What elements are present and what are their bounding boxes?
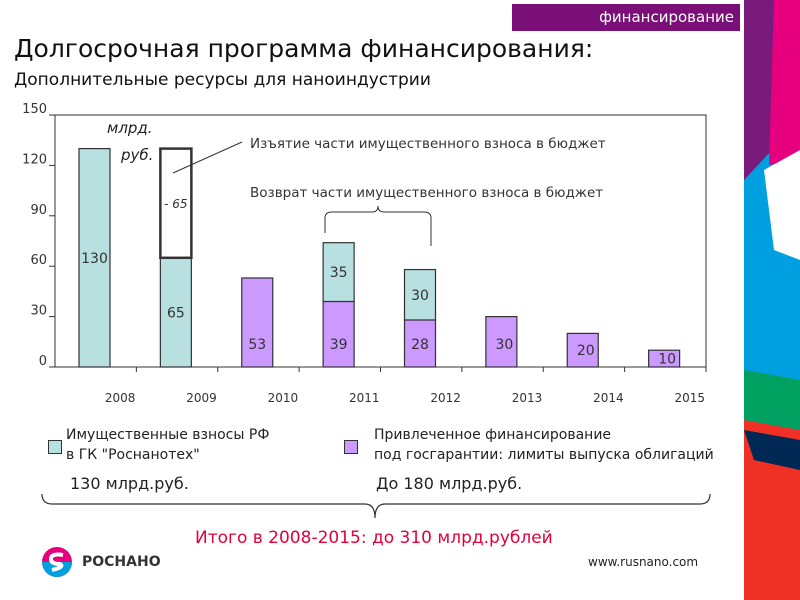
legend-swatch-bonds (344, 440, 358, 454)
data-label: 10 (658, 352, 676, 368)
bar-2008-series-1 (78, 147, 111, 368)
data-label: 30 (411, 288, 429, 304)
annotation-pointer (172, 141, 243, 174)
x-tick-label: 2011 (349, 391, 380, 405)
x-tick-label: 2010 (268, 391, 299, 405)
bar-2011-series-0 (322, 300, 355, 368)
page-subtitle: Дополнительные ресурсы для наноиндустрии (14, 70, 431, 90)
data-label: 35 (330, 265, 348, 281)
section-tag: финансирование (512, 4, 740, 31)
data-label: 39 (330, 337, 348, 353)
amount-contributions: 130 млрд.руб. (70, 474, 189, 493)
unit-label: млрд. (107, 119, 153, 137)
decorative-strip (744, 0, 800, 600)
legend-bonds: Привлеченное финансирование под госгарант… (374, 427, 714, 463)
annotation-withdrawal: Изъятие части имущественного взноса в бю… (250, 136, 606, 152)
bar-2011-series-1 (322, 242, 355, 303)
x-tick-label: 2009 (186, 391, 217, 405)
page-title: Долгосрочная программа финансирования: (14, 34, 594, 63)
logo-icon (42, 547, 72, 577)
website-link[interactable]: www.rusnano.com (588, 555, 699, 569)
y-tick-label: 60 (30, 253, 47, 268)
bar-2013-series-0 (485, 316, 518, 368)
unit-label: руб. (120, 146, 153, 164)
rusnano-logo: РОСНАНО (40, 545, 161, 579)
bar-2010-series-0 (241, 277, 274, 368)
data-label: 28 (411, 337, 429, 353)
data-label: - 65 (164, 197, 187, 211)
x-tick-label: 2013 (512, 391, 543, 405)
x-tick-label: 2008 (105, 391, 136, 405)
total-summary: Итого в 2008-2015: до 310 млрд.рублей (195, 528, 553, 548)
y-tick-label: 150 (22, 102, 47, 117)
legend-swatch-contributions (48, 440, 62, 454)
y-tick-label: 120 (22, 152, 47, 167)
x-tick-label: 2015 (674, 391, 705, 405)
annotation-bracket (324, 205, 432, 246)
data-label: 53 (248, 337, 266, 353)
y-tick-label: 30 (30, 304, 47, 319)
data-label: 65 (167, 305, 185, 321)
bar-2015-series-0 (648, 349, 681, 368)
bar-2012-series-0 (403, 319, 437, 368)
x-tick-label: 2012 (430, 391, 461, 405)
bar-2014-series-0 (566, 332, 599, 368)
data-label: 20 (577, 343, 595, 359)
x-tick-label: 2014 (593, 391, 624, 405)
bar-2012-series-1 (403, 268, 437, 321)
total-brace (41, 493, 711, 519)
y-tick-label: 0 (39, 354, 47, 369)
annotation-return: Возврат части имущественного взноса в бю… (250, 185, 603, 201)
bar-2009-series-1 (159, 257, 192, 368)
amount-bonds: До 180 млрд.руб. (376, 474, 523, 493)
legend-contributions: Имущественные взносы РФ в ГК "Роснанотех" (66, 427, 270, 463)
y-tick-label: 90 (30, 203, 47, 218)
data-label: 130 (81, 251, 108, 267)
data-label: 30 (495, 337, 513, 353)
